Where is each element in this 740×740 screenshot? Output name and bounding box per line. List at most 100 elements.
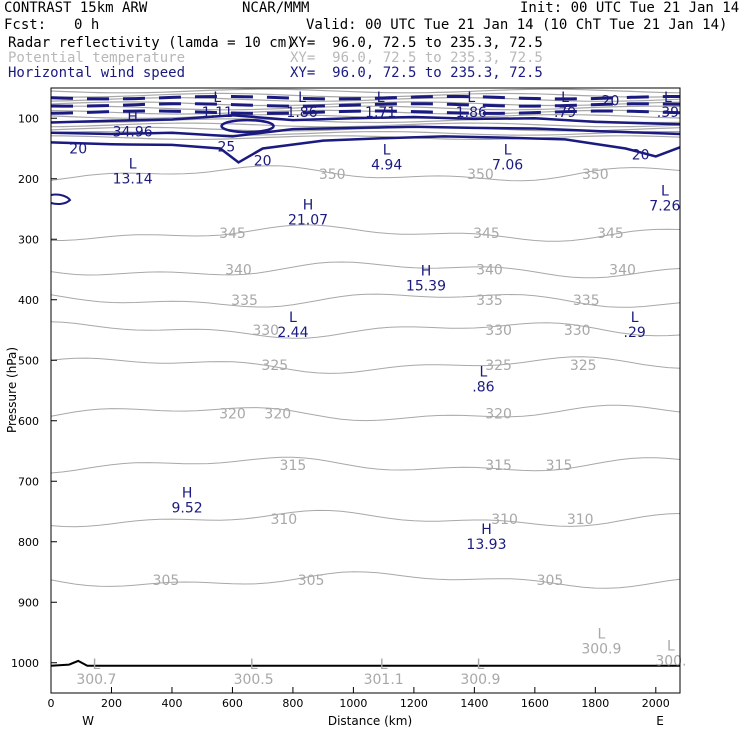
extremum-value: .86 bbox=[472, 380, 494, 396]
extremum-value: .29 bbox=[624, 325, 646, 341]
stratosphere-theta-line bbox=[50, 88, 681, 94]
theta-contour-340 bbox=[50, 261, 681, 279]
wind-contours: 20 25 20 20 20 bbox=[50, 94, 681, 667]
theta-label: 335 bbox=[476, 293, 503, 309]
x-tick-label: 1400 bbox=[460, 697, 488, 710]
upper-wind-contour bbox=[50, 102, 681, 108]
extremum-value: 300.5 bbox=[234, 672, 274, 688]
theta-label: 310 bbox=[270, 512, 297, 528]
x-tick-label: 2000 bbox=[642, 697, 670, 710]
field-name-wind: Horizontal wind speed bbox=[8, 65, 186, 81]
extremum-value: 300.7 bbox=[76, 672, 116, 688]
theta-contour-305 bbox=[50, 571, 681, 589]
extremum-type: H bbox=[303, 198, 314, 214]
extremum-type: L bbox=[92, 657, 100, 673]
theta-label: 330 bbox=[564, 323, 591, 339]
theta-label: 330 bbox=[485, 323, 512, 339]
extremum-type: L bbox=[467, 90, 475, 106]
y-tick-label: 400 bbox=[18, 294, 39, 307]
theta-label: 305 bbox=[298, 573, 325, 589]
y-tick-label: 100 bbox=[18, 112, 39, 125]
header: CONTRAST 15km ARW NCAR/MMM Init: 00 UTC … bbox=[0, 0, 740, 84]
theta-label: 325 bbox=[485, 358, 512, 374]
y-axis-label: Pressure (hPa) bbox=[5, 347, 19, 433]
extremum-type: L bbox=[477, 657, 485, 673]
y-tick-label: 700 bbox=[18, 475, 39, 488]
theta-contour-335 bbox=[50, 293, 681, 308]
theta-label: 325 bbox=[261, 358, 288, 374]
extremum-value: 9.52 bbox=[171, 501, 202, 517]
wind-edge-contour bbox=[50, 193, 72, 205]
x-tick-label: 400 bbox=[161, 697, 182, 710]
wind-closed-contour bbox=[220, 118, 275, 134]
extremum-value: 300. bbox=[655, 654, 686, 670]
extremum-value: 300.9 bbox=[581, 642, 621, 658]
west-end-label: W bbox=[82, 714, 94, 728]
theta-contour-330 bbox=[50, 321, 681, 339]
extremum-value: 1.11 bbox=[202, 105, 233, 121]
field-xy-theta: XY= 96.0, 72.5 to 235.3, 72.5 bbox=[290, 50, 543, 66]
forecast-label: Fcst: bbox=[4, 17, 47, 33]
stratosphere-theta-line bbox=[50, 105, 681, 111]
extremum-type: L bbox=[129, 156, 137, 172]
theta-contours: 305 305 305 310 310 310 315 315 315 320 320 320 325 3… bbox=[50, 165, 681, 589]
extremum-type: L bbox=[667, 639, 675, 655]
forecast-hour: 0 h bbox=[74, 17, 100, 33]
x-tick-label: 0 bbox=[48, 697, 55, 710]
extremum-value: .79 bbox=[554, 105, 576, 121]
extremum-value: 13.14 bbox=[113, 171, 153, 187]
extremum-type: H bbox=[127, 109, 138, 125]
extremum-value: .39 bbox=[657, 105, 679, 121]
extremum-type: L bbox=[298, 90, 306, 106]
extremum-value: 34.96 bbox=[113, 124, 153, 140]
y-axis-ticks: 100 200 300 400 500 600 700 800 900 1000 bbox=[11, 112, 57, 670]
y-tick-label: 600 bbox=[18, 415, 39, 428]
field-xy-reflectivity: XY= 96.0, 72.5 to 235.3, 72.5 bbox=[290, 35, 543, 51]
stratosphere-theta-line bbox=[50, 92, 681, 98]
extremum-type: L bbox=[250, 657, 258, 673]
extremum-value: 13.93 bbox=[466, 537, 506, 553]
valid-time: Valid: 00 UTC Tue 21 Jan 14 (10 ChT Tue … bbox=[306, 17, 728, 33]
extremum-value: 7.06 bbox=[492, 158, 523, 174]
extremum-type: L bbox=[289, 310, 297, 326]
theta-contour-310 bbox=[50, 509, 681, 528]
theta-label: 350 bbox=[319, 167, 346, 183]
upper-wind-contour bbox=[50, 95, 680, 101]
extremum-value: 15.39 bbox=[406, 279, 446, 295]
theta-label: 345 bbox=[473, 226, 500, 242]
extremum-type: L bbox=[377, 90, 385, 106]
model-title: CONTRAST 15km ARW bbox=[4, 0, 148, 16]
axes: 0 200 400 600 800 1000 1200 1400 1600 1800 2000 10… bbox=[5, 87, 681, 728]
theta-label: 315 bbox=[485, 458, 512, 474]
stratosphere-theta-line bbox=[50, 135, 681, 140]
theta-label: 315 bbox=[280, 458, 307, 474]
theta-label: 320 bbox=[485, 406, 512, 422]
wind-contour-label: 20 bbox=[632, 148, 650, 164]
extremum-type: L bbox=[480, 365, 488, 381]
x-axis-ticks: 0 200 400 600 800 1000 1200 1400 1600 1800 2000 bbox=[48, 687, 670, 710]
y-tick-label: 500 bbox=[18, 354, 39, 367]
theta-label: 350 bbox=[467, 167, 494, 183]
x-tick-label: 800 bbox=[282, 697, 303, 710]
extremum-type: H bbox=[182, 486, 193, 502]
y-tick-label: 800 bbox=[18, 536, 39, 549]
wind-contour-label: 25 bbox=[217, 140, 235, 156]
theta-label: 345 bbox=[219, 226, 246, 242]
y-tick-label: 900 bbox=[18, 596, 39, 609]
theta-label: 345 bbox=[597, 226, 624, 242]
init-time: Init: 00 UTC Tue 21 Jan 14 bbox=[520, 0, 740, 16]
theta-label: 305 bbox=[153, 573, 180, 589]
theta-label: 330 bbox=[252, 323, 279, 339]
extremum-value: 1.86 bbox=[286, 105, 317, 121]
x-tick-label: 1200 bbox=[400, 697, 428, 710]
extremum-type: L bbox=[631, 310, 639, 326]
theta-label: 310 bbox=[567, 512, 594, 528]
extremum-value: 301.1 bbox=[364, 672, 404, 688]
extremum-value: 4.94 bbox=[371, 158, 402, 174]
extremum-value: 300.9 bbox=[460, 672, 500, 688]
extremum-type: L bbox=[664, 90, 672, 106]
theta-label: 325 bbox=[570, 358, 597, 374]
extremum-value: 1.71 bbox=[365, 105, 396, 121]
east-end-label: E bbox=[656, 714, 664, 728]
